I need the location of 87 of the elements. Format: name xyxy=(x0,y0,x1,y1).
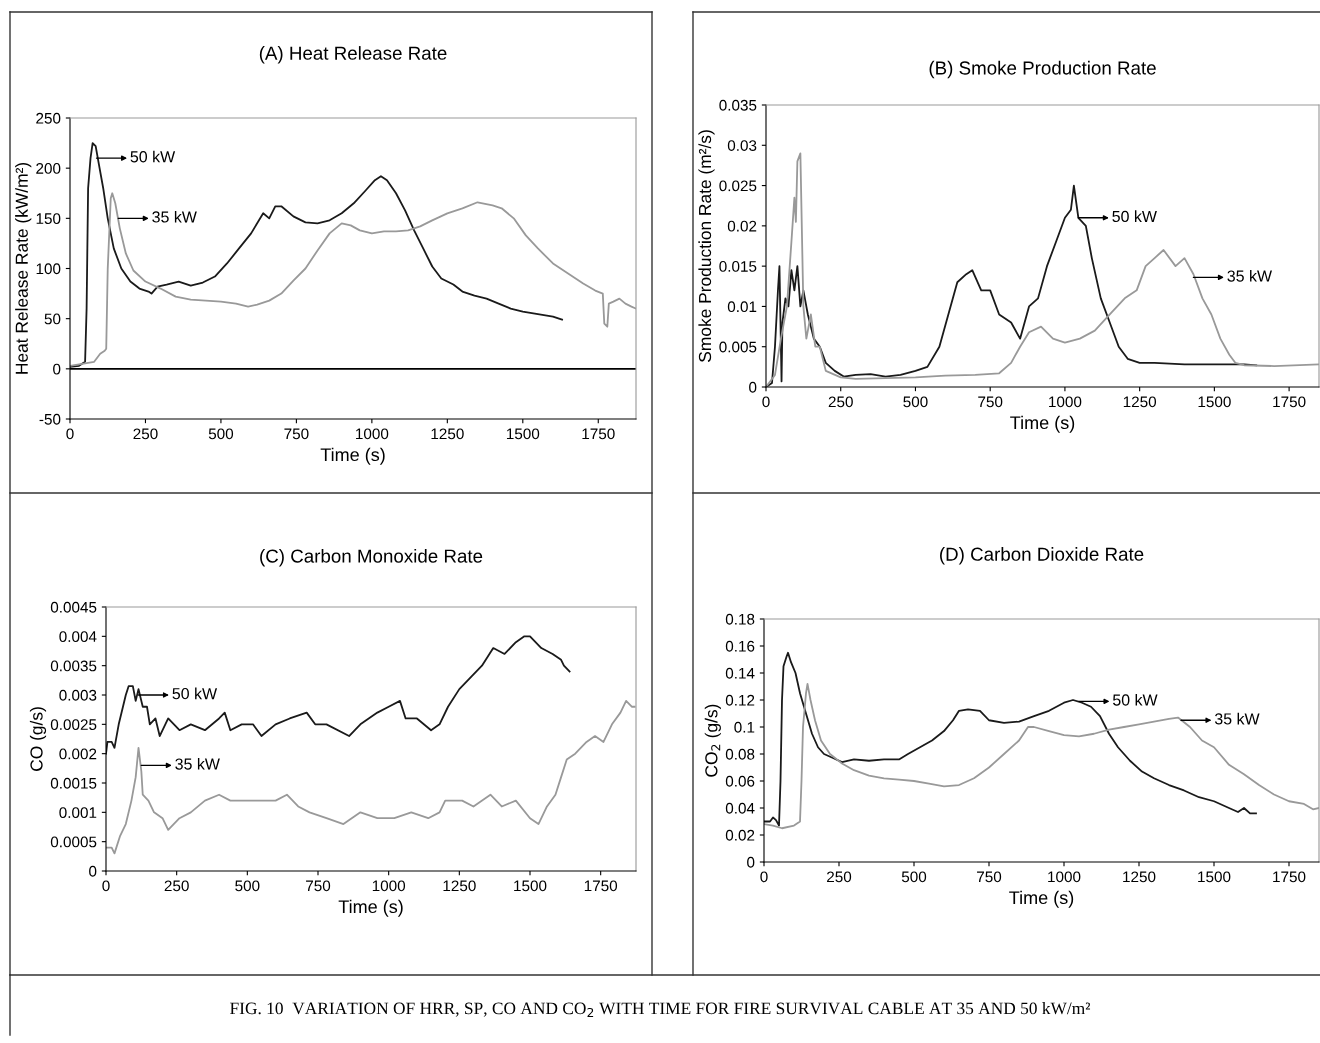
x-tick-label: 0 xyxy=(762,396,770,408)
y-tick-label: 0.002 xyxy=(59,748,97,760)
line-series xyxy=(70,142,563,368)
y-tick-label: 0.08 xyxy=(725,748,755,760)
y-tick-label: 0 xyxy=(749,381,757,393)
x-tick-label: 750 xyxy=(306,880,331,892)
y-tick-label: 0.18 xyxy=(725,613,755,625)
annotation: 35 kW xyxy=(152,210,197,223)
y-tick-label: 0 xyxy=(747,856,755,868)
y-tick-label: 50 xyxy=(44,313,61,325)
y-tick-label: 0.001 xyxy=(59,807,97,819)
y-tick-label: 200 xyxy=(36,163,61,174)
y-tick-label: 0.01 xyxy=(727,301,757,313)
x-tick-label: 500 xyxy=(235,880,260,892)
chart-title: (A) Heat Release Rate xyxy=(259,46,447,64)
y-tick-label: 0.015 xyxy=(719,261,757,272)
annotation: 35 kW xyxy=(175,757,220,770)
x-tick-label: 1250 xyxy=(1123,396,1157,408)
x-tick-label: 250 xyxy=(133,428,158,440)
y-tick-label: 0 xyxy=(53,363,61,375)
y-tick-label: 0.0045 xyxy=(50,601,97,613)
x-tick-label: 1750 xyxy=(582,428,615,440)
x-axis-title: Time (s) xyxy=(1010,415,1075,433)
x-tick-label: 500 xyxy=(208,428,234,440)
x-tick-label: 1250 xyxy=(431,428,464,440)
x-tick-label: 1500 xyxy=(1198,871,1231,883)
x-tick-label: 500 xyxy=(903,396,928,408)
chart-title: (D) Carbon Dioxide Rate xyxy=(940,547,1144,565)
y-tick-label: 0.02 xyxy=(727,220,757,232)
x-tick-label: 1750 xyxy=(1273,871,1306,883)
x-tick-label: 250 xyxy=(828,396,853,408)
x-tick-label: 250 xyxy=(827,871,852,883)
x-tick-label: 0 xyxy=(760,871,768,883)
y-tick-label: 100 xyxy=(36,263,61,275)
y-axis-title: Smoke Production Rate (m²/s) xyxy=(698,130,715,362)
x-tick-label: 1000 xyxy=(1048,871,1081,883)
y-axis-title: Heat Release Rate (kW/m²) xyxy=(15,162,32,374)
x-tick-label: 1000 xyxy=(1049,396,1082,408)
y-tick-label: 0.003 xyxy=(59,689,97,701)
x-axis-title: Time (s) xyxy=(338,899,403,917)
y-tick-label: 0.0015 xyxy=(50,777,97,789)
annotation: 35 kW xyxy=(1214,712,1260,725)
x-tick-label: 1750 xyxy=(1273,396,1306,408)
y-tick-label: 0.0005 xyxy=(50,836,97,848)
x-axis-title: Time (s) xyxy=(1009,890,1074,908)
annotation: 50 kW xyxy=(130,150,176,163)
x-tick-label: 1500 xyxy=(514,880,547,892)
x-tick-label: 0 xyxy=(102,880,110,892)
x-tick-label: 1000 xyxy=(372,880,406,892)
x-tick-label: 1250 xyxy=(443,880,476,892)
y-tick-label: 0.12 xyxy=(725,694,755,706)
x-tick-label: 750 xyxy=(978,396,1003,408)
annotation: 50 kW xyxy=(172,687,218,700)
y-tick-label: 0.005 xyxy=(719,341,757,353)
y-tick-label: 0.025 xyxy=(719,180,757,192)
x-axis-title: Time (s) xyxy=(320,447,385,465)
x-tick-label: 1250 xyxy=(1123,871,1156,883)
y-tick-label: 0.03 xyxy=(727,140,757,151)
y-tick-label: 0.1 xyxy=(734,721,755,733)
caption: FIG. 10 VARIATION OF HRR, SP, CO AND CO$_{2}$ WITH TIME FOR FIRE SURVIVAL CABLE AT 35 AND 50 kW/m² xyxy=(230,1002,1091,1017)
x-tick-label: 1500 xyxy=(506,428,540,440)
y-tick-label: 0.06 xyxy=(725,775,755,787)
y-tick-label: 250 xyxy=(36,112,61,124)
annotation: 35 kW xyxy=(1227,269,1272,282)
y-tick-label: 0.02 xyxy=(725,829,755,841)
annotation: 50 kW xyxy=(1112,693,1158,706)
annotation: 50 kW xyxy=(1112,210,1157,223)
chart-title: (C) Carbon Monoxide Rate xyxy=(260,548,483,567)
y-tick-label: -50 xyxy=(39,413,61,425)
y-tick-label: 0.14 xyxy=(725,667,755,679)
x-tick-label: 1500 xyxy=(1198,396,1231,408)
y-tick-label: 0.004 xyxy=(59,631,97,643)
x-tick-label: 250 xyxy=(164,880,189,892)
x-tick-label: 750 xyxy=(977,871,1002,883)
x-tick-label: 1000 xyxy=(356,428,389,440)
y-tick-label: 0.0035 xyxy=(50,660,97,672)
y-axis-title: CO (g/s) xyxy=(29,707,47,771)
y-tick-label: 0.16 xyxy=(725,640,755,652)
y-tick-label: 0.035 xyxy=(719,99,757,111)
x-tick-label: 1750 xyxy=(584,880,618,892)
y-tick-label: 0.0025 xyxy=(50,719,97,731)
chart-title: (B) Smoke Production Rate xyxy=(929,60,1156,79)
y-tick-label: 0.04 xyxy=(725,802,755,814)
x-tick-label: 500 xyxy=(901,871,927,883)
x-tick-label: 750 xyxy=(284,428,309,440)
y-axis-title: CO$_{2}$ (g/s) xyxy=(704,704,721,777)
y-tick-label: 150 xyxy=(36,213,61,225)
